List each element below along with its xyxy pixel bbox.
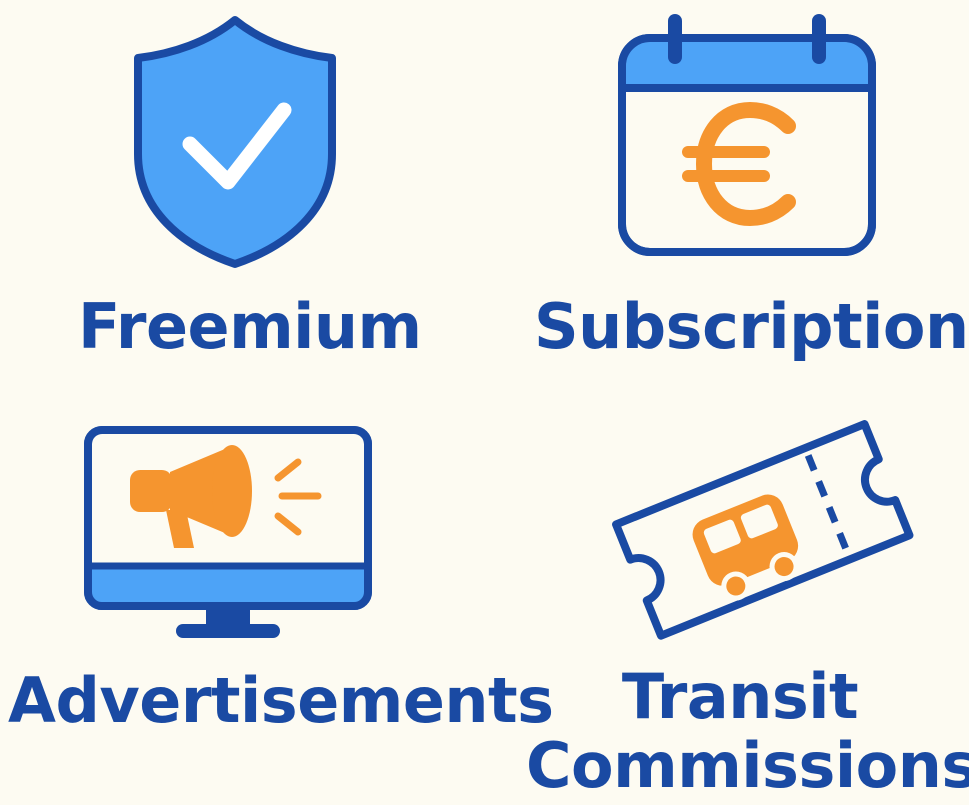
subscription-label: Subscription <box>534 290 969 363</box>
shield-check-icon <box>134 16 336 268</box>
bus-ticket-icon <box>612 420 914 640</box>
monitor-megaphone-icon <box>84 426 372 638</box>
calendar-euro-icon <box>618 14 876 256</box>
advertisements-label: Advertisements <box>8 664 554 737</box>
transit-label-line2: Commissions <box>526 729 969 802</box>
transit-label-line1: Transit <box>621 660 859 733</box>
freemium-label: Freemium <box>78 290 422 363</box>
